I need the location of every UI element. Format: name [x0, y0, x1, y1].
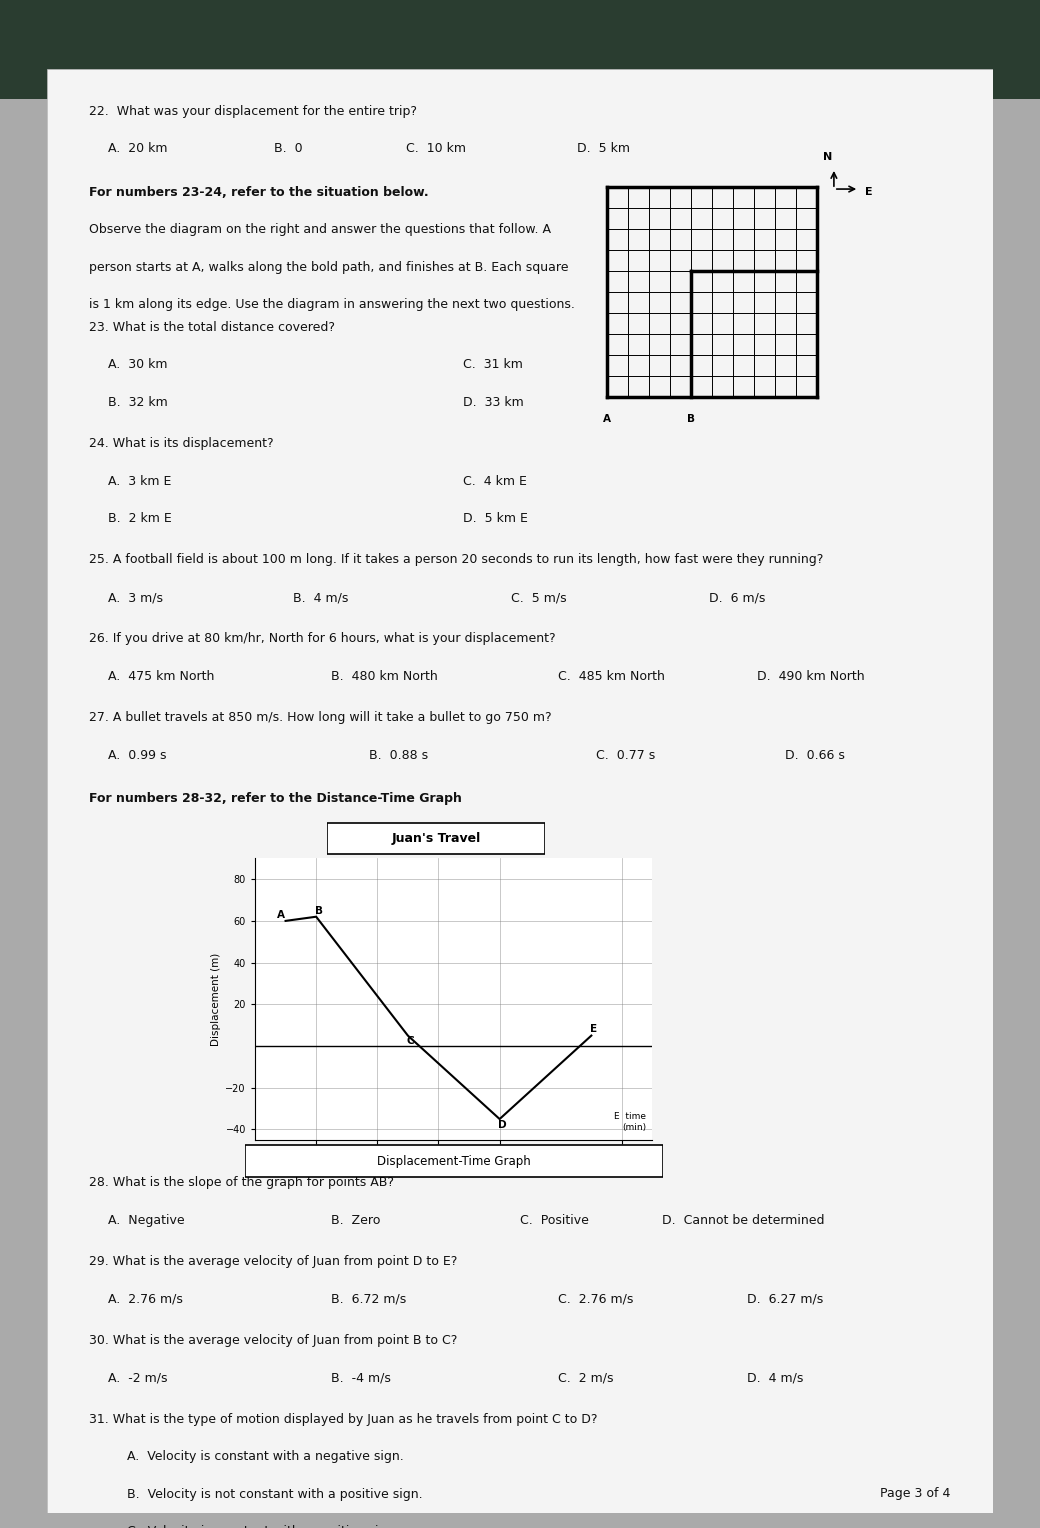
- Text: C.  2.76 m/s: C. 2.76 m/s: [557, 1293, 633, 1305]
- Text: B: B: [315, 906, 322, 915]
- Text: person starts at A, walks along the bold path, and finishes at B. Each square: person starts at A, walks along the bold…: [89, 261, 569, 274]
- Text: B.  0: B. 0: [274, 142, 303, 156]
- Text: A.  3 m/s: A. 3 m/s: [108, 591, 163, 604]
- Text: A.  3 km E: A. 3 km E: [108, 475, 172, 487]
- Text: E  time
(min): E time (min): [615, 1112, 647, 1132]
- Text: B.  6.72 m/s: B. 6.72 m/s: [331, 1293, 406, 1305]
- Text: is 1 km along its edge. Use the diagram in answering the next two questions.: is 1 km along its edge. Use the diagram …: [89, 298, 575, 312]
- Text: B.  0.88 s: B. 0.88 s: [368, 749, 427, 762]
- Text: D.  6 m/s: D. 6 m/s: [709, 591, 765, 604]
- Text: A.  2.76 m/s: A. 2.76 m/s: [108, 1293, 183, 1305]
- Text: D.  0.66 s: D. 0.66 s: [785, 749, 844, 762]
- Y-axis label: Displacement (m): Displacement (m): [211, 952, 222, 1045]
- Text: Observe the diagram on the right and answer the questions that follow. A: Observe the diagram on the right and ans…: [89, 223, 551, 237]
- Text: C.  Velocity is constant with a positive sign.: C. Velocity is constant with a positive …: [127, 1525, 398, 1528]
- Text: A: A: [277, 909, 285, 920]
- Text: A.  Negative: A. Negative: [108, 1213, 185, 1227]
- Text: N: N: [823, 151, 832, 162]
- Text: Displacement-Time Graph: Displacement-Time Graph: [376, 1155, 530, 1167]
- Text: E: E: [865, 188, 873, 197]
- Text: C.  0.77 s: C. 0.77 s: [596, 749, 655, 762]
- Text: B.  480 km North: B. 480 km North: [331, 669, 438, 683]
- Text: A.  475 km North: A. 475 km North: [108, 669, 214, 683]
- Text: Page 3 of 4: Page 3 of 4: [880, 1487, 950, 1499]
- Text: 22.  What was your displacement for the entire trip?: 22. What was your displacement for the e…: [89, 105, 417, 118]
- Text: 29. What is the average velocity of Juan from point D to E?: 29. What is the average velocity of Juan…: [89, 1254, 458, 1268]
- Text: C: C: [407, 1036, 414, 1047]
- Text: B.  Zero: B. Zero: [331, 1213, 380, 1227]
- Text: C.  5 m/s: C. 5 m/s: [511, 591, 566, 604]
- Text: B.  4 m/s: B. 4 m/s: [293, 591, 348, 604]
- FancyBboxPatch shape: [327, 822, 545, 854]
- Text: Juan's Travel: Juan's Travel: [391, 831, 480, 845]
- Text: D.  490 km North: D. 490 km North: [756, 669, 864, 683]
- Text: D.  33 km: D. 33 km: [463, 396, 524, 410]
- Text: 25. A football field is about 100 m long. If it takes a person 20 seconds to run: 25. A football field is about 100 m long…: [89, 553, 824, 567]
- Text: C.  10 km: C. 10 km: [407, 142, 466, 156]
- Text: A.  -2 m/s: A. -2 m/s: [108, 1371, 167, 1384]
- Text: B.  Velocity is not constant with a positive sign.: B. Velocity is not constant with a posit…: [127, 1488, 423, 1500]
- Text: B: B: [686, 414, 695, 425]
- Text: C.  4 km E: C. 4 km E: [463, 475, 527, 487]
- Text: C.  2 m/s: C. 2 m/s: [557, 1371, 614, 1384]
- Text: 23. What is the total distance covered?: 23. What is the total distance covered?: [89, 321, 335, 333]
- Text: A.  30 km: A. 30 km: [108, 358, 167, 371]
- Text: For numbers 23-24, refer to the situation below.: For numbers 23-24, refer to the situatio…: [89, 185, 430, 199]
- Text: 27. A bullet travels at 850 m/s. How long will it take a bullet to go 750 m?: 27. A bullet travels at 850 m/s. How lon…: [89, 711, 552, 724]
- Text: C.  Positive: C. Positive: [520, 1213, 589, 1227]
- Text: D.  Cannot be determined: D. Cannot be determined: [661, 1213, 825, 1227]
- Text: D.  6.27 m/s: D. 6.27 m/s: [747, 1293, 824, 1305]
- Text: 24. What is its displacement?: 24. What is its displacement?: [89, 437, 274, 451]
- Text: D: D: [498, 1120, 506, 1131]
- Text: 30. What is the average velocity of Juan from point B to C?: 30. What is the average velocity of Juan…: [89, 1334, 458, 1346]
- Text: B.  -4 m/s: B. -4 m/s: [331, 1371, 391, 1384]
- Bar: [0, 0, 1040, 99]
- Text: C.  31 km: C. 31 km: [463, 358, 523, 371]
- Text: For numbers 28-32, refer to the Distance-Time Graph: For numbers 28-32, refer to the Distance…: [89, 792, 462, 805]
- Text: D.  5 km: D. 5 km: [577, 142, 630, 156]
- Text: B.  32 km: B. 32 km: [108, 396, 168, 410]
- Text: 31. What is the type of motion displayed by Juan as he travels from point C to D: 31. What is the type of motion displayed…: [89, 1412, 598, 1426]
- Text: C.  485 km North: C. 485 km North: [557, 669, 665, 683]
- FancyBboxPatch shape: [244, 1146, 662, 1177]
- Text: D.  4 m/s: D. 4 m/s: [747, 1371, 804, 1384]
- Text: E: E: [591, 1024, 597, 1034]
- Text: B.  2 km E: B. 2 km E: [108, 512, 172, 526]
- Text: A.  20 km: A. 20 km: [108, 142, 167, 156]
- Text: 26. If you drive at 80 km/hr, North for 6 hours, what is your displacement?: 26. If you drive at 80 km/hr, North for …: [89, 633, 556, 645]
- Text: A.  0.99 s: A. 0.99 s: [108, 749, 166, 762]
- Text: A: A: [603, 414, 610, 425]
- Text: 28. What is the slope of the graph for points AB?: 28. What is the slope of the graph for p…: [89, 1177, 394, 1189]
- Text: D.  5 km E: D. 5 km E: [463, 512, 528, 526]
- Text: A.  Velocity is constant with a negative sign.: A. Velocity is constant with a negative …: [127, 1450, 404, 1462]
